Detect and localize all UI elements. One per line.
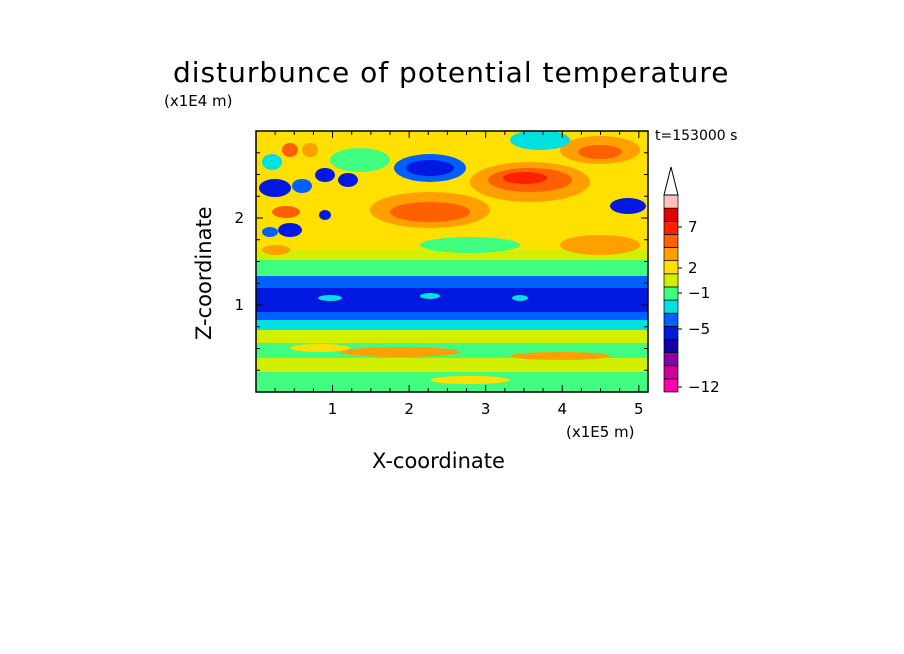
- colorbar-swatch: [663, 286, 679, 301]
- surface-band: [256, 358, 648, 372]
- warm-cell: [262, 245, 290, 255]
- x-tick-label: 4: [557, 400, 567, 418]
- cold-cell: [259, 179, 291, 197]
- x-tick-label: 2: [404, 400, 414, 418]
- warm-cell: [510, 352, 610, 360]
- cool-cell: [420, 237, 520, 253]
- x-tick-label: 5: [634, 400, 644, 418]
- cold-cell: [262, 227, 278, 237]
- x-tick-label: 1: [328, 400, 338, 418]
- cold-cell: [319, 210, 331, 220]
- colorbar-swatch: [663, 247, 679, 262]
- cold-cell: [292, 179, 312, 193]
- surface-band: [256, 330, 648, 343]
- warm-cell: [290, 344, 350, 352]
- colorbar-arrow: [663, 166, 679, 196]
- colorbar-swatch: [663, 194, 679, 209]
- colorbar-swatch: [663, 220, 679, 235]
- cold-cell: [406, 160, 454, 176]
- x-axis-unit: (x1E5 m): [566, 423, 635, 441]
- colorbar-label: −5: [688, 320, 710, 338]
- warm-cell: [282, 143, 298, 157]
- colorbar-label: −1: [688, 284, 710, 302]
- surface-band: [256, 318, 648, 330]
- axis-ticks: [255, 130, 648, 393]
- z-axis-unit: (x1E4 m): [164, 92, 233, 110]
- axis-tick-labels: 1 2 3 4 5 1 2: [234, 209, 643, 418]
- colorbar-label: 2: [688, 259, 698, 277]
- cold-band-gap: [420, 293, 440, 299]
- cool-cell: [510, 131, 570, 150]
- colorbar-labels: 7 2 −1 −5 −12: [678, 218, 720, 396]
- cold-cell: [278, 223, 302, 237]
- transition-band: [256, 250, 648, 260]
- cold-band-core: [256, 288, 648, 312]
- cold-cell: [338, 173, 358, 187]
- colorbar-swatch: [663, 299, 679, 314]
- x-axis-label: X-coordinate: [372, 449, 505, 473]
- colorbar-swatch: [663, 339, 679, 353]
- colorbar: [663, 166, 679, 393]
- warm-cell: [560, 235, 640, 255]
- warm-cell: [578, 145, 622, 159]
- x-tick-label: 3: [481, 400, 491, 418]
- cold-cell: [610, 198, 646, 214]
- colorbar-swatch: [663, 234, 679, 248]
- transition-band: [256, 260, 648, 276]
- warm-cell: [390, 202, 470, 222]
- colorbar-swatch: [663, 365, 679, 380]
- time-label: t=153000 s: [655, 128, 738, 144]
- colorbar-swatch: [663, 207, 679, 222]
- warm-cell: [302, 143, 318, 157]
- colorbar-label: 7: [688, 218, 698, 236]
- colorbar-swatch: [663, 260, 679, 275]
- cool-cell: [330, 148, 390, 172]
- warm-cell: [503, 172, 547, 184]
- y-tick-label: 2: [234, 209, 244, 227]
- colorbar-swatch: [663, 325, 679, 340]
- cool-cell: [262, 154, 282, 170]
- cold-cell: [315, 168, 335, 182]
- chart-title: disturbunce of potential temperature: [173, 56, 730, 89]
- cold-band-gap: [318, 295, 342, 301]
- colorbar-swatch: [663, 378, 679, 393]
- cold-band-gap: [512, 295, 528, 301]
- contour-field: [256, 131, 648, 392]
- warm-cell: [272, 206, 300, 218]
- y-tick-label: 1: [234, 296, 244, 314]
- colorbar-swatch: [663, 273, 679, 288]
- colorbar-swatch: [663, 352, 679, 367]
- colorbar-swatch: [663, 312, 679, 327]
- warm-cell: [340, 347, 460, 357]
- colorbar-label: −12: [688, 378, 720, 396]
- warm-cell: [430, 376, 510, 384]
